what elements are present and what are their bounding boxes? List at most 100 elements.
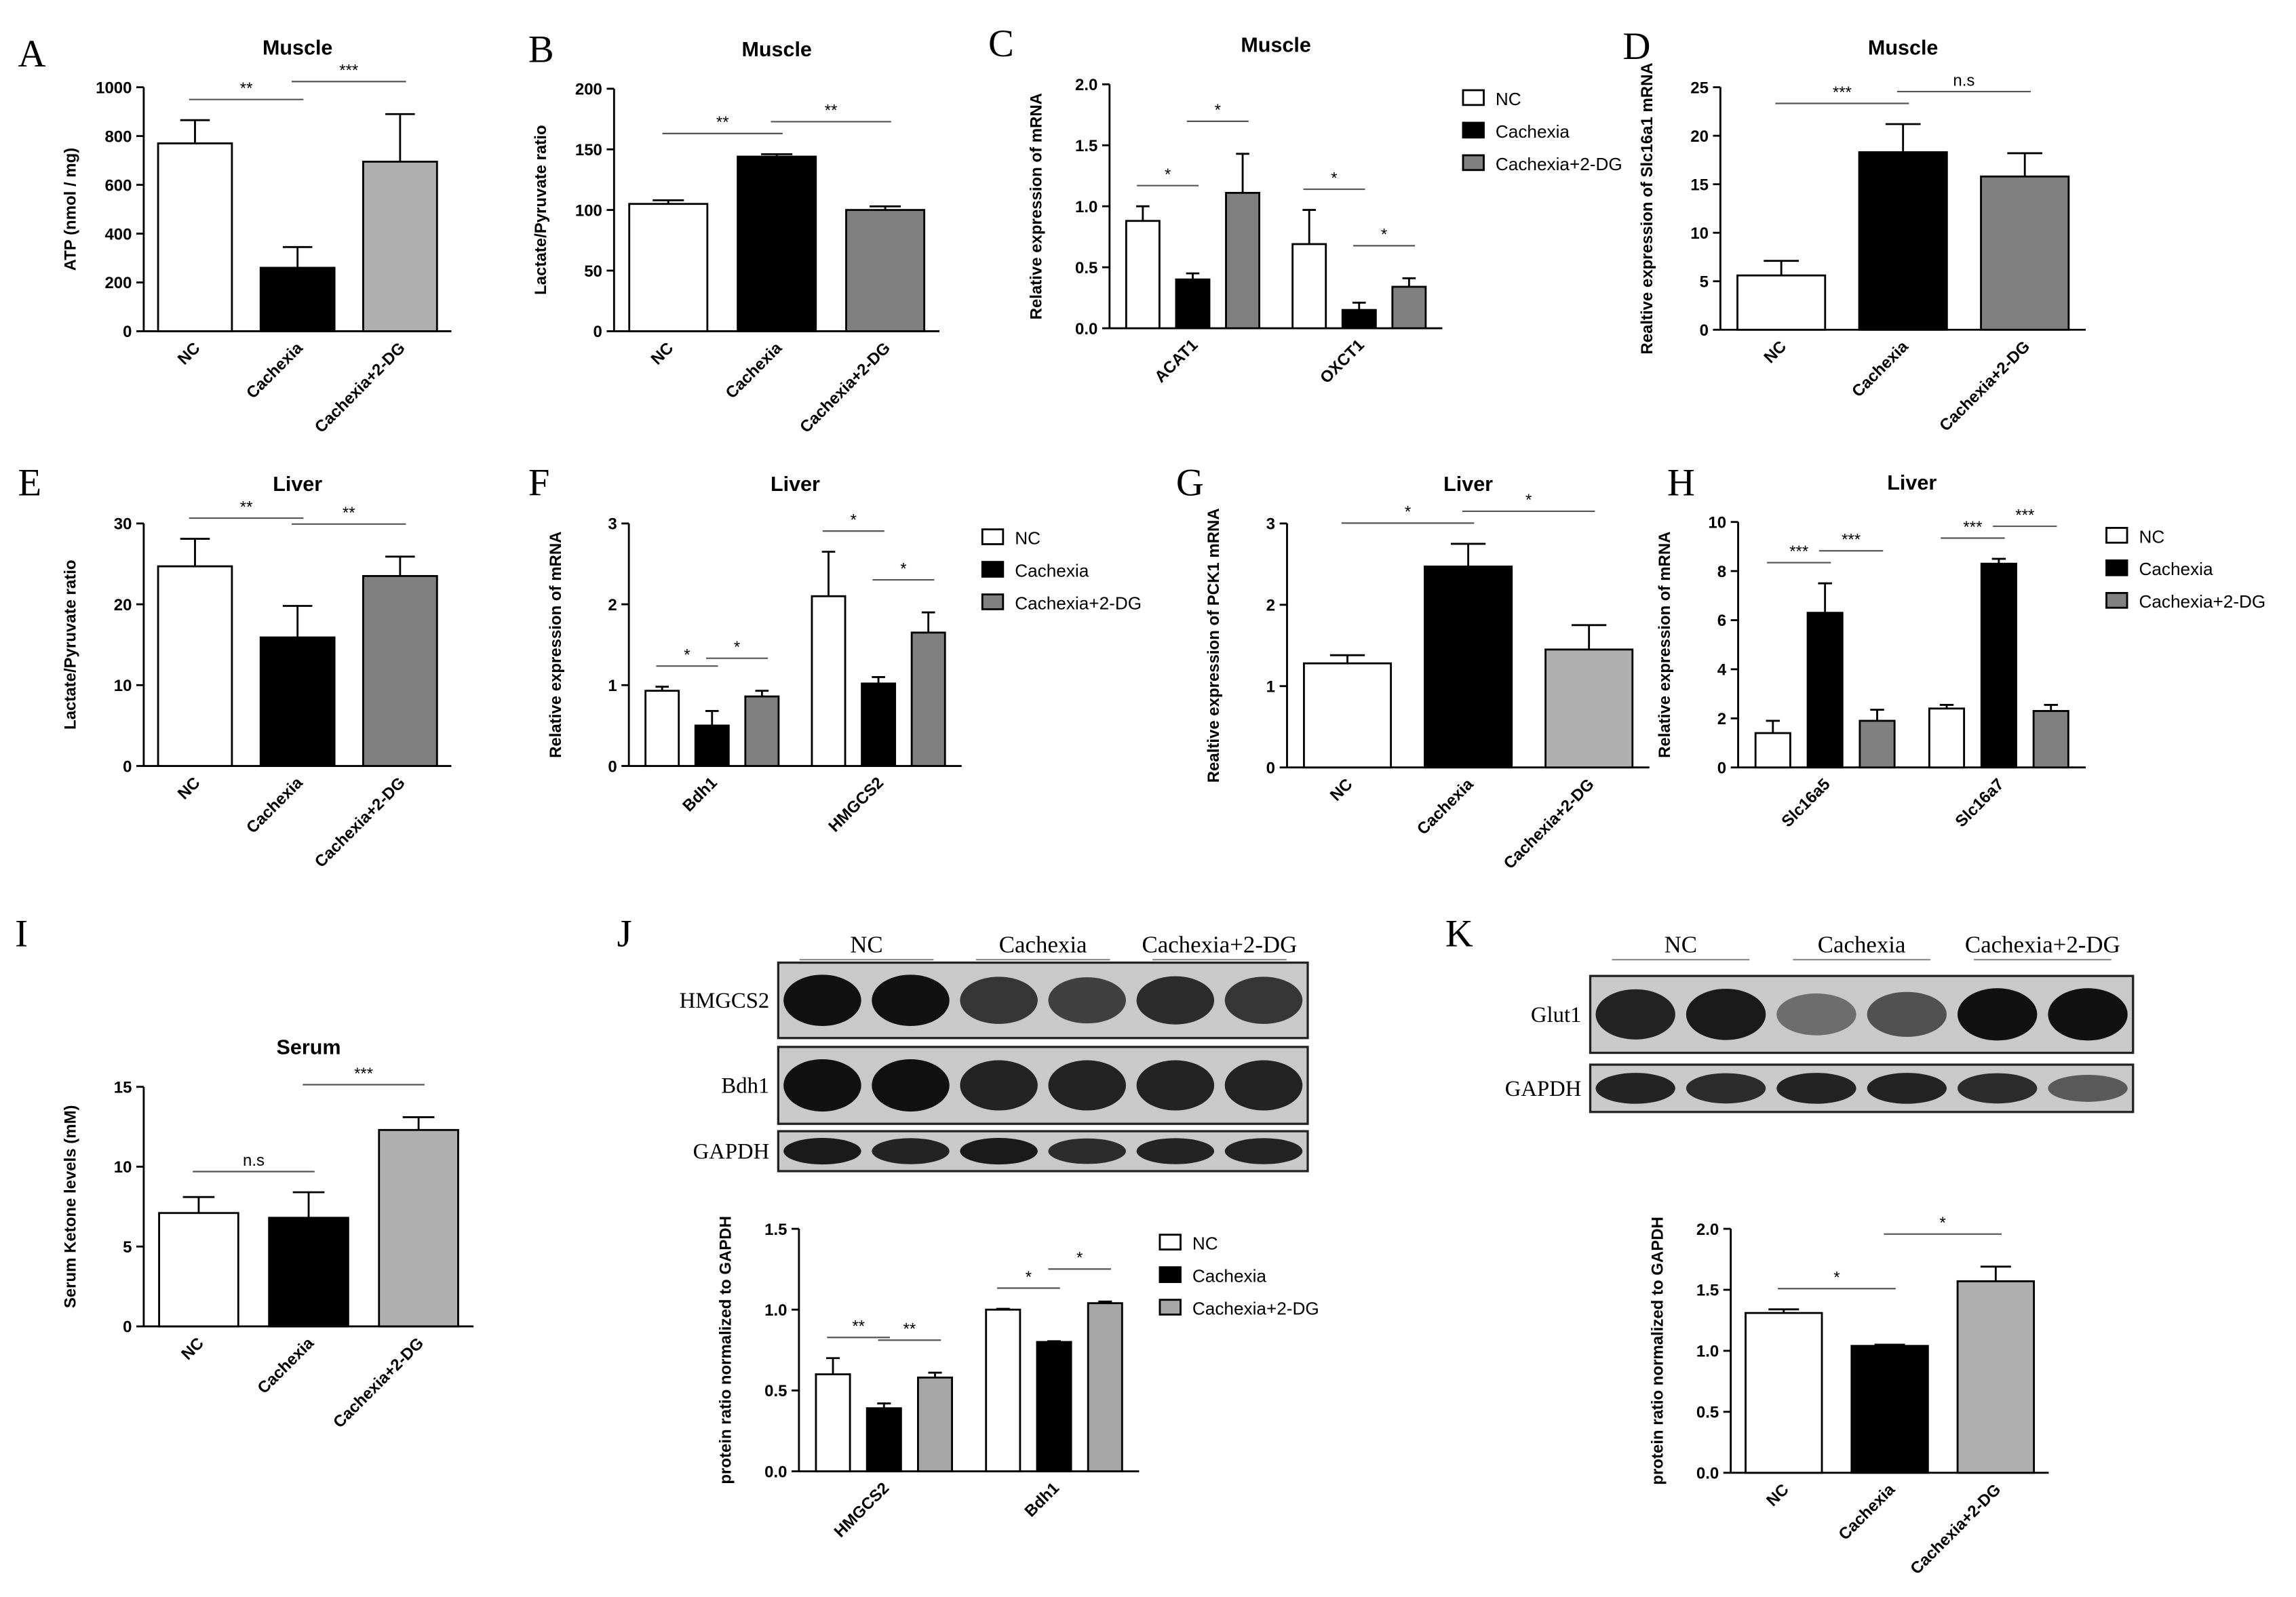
- error-bar: [1818, 582, 1832, 613]
- significance-label: *: [1165, 165, 1171, 184]
- blot-row-label: Bdh1: [721, 1073, 769, 1098]
- bar: [628, 203, 709, 332]
- panel-letter: F: [528, 461, 550, 504]
- panel-letter: G: [1176, 461, 1204, 504]
- bar: [1859, 719, 1896, 769]
- legend-swatch: [1462, 154, 1485, 172]
- blot-band: [2048, 988, 2128, 1041]
- y-tick-label: 2: [608, 596, 617, 614]
- x-tick-label: Cachexia+2-DG: [1936, 338, 2034, 435]
- panel: E Liver Lactate/Pyruvate ratio 0 10 20 30 NC Cac…: [18, 461, 452, 871]
- x-tick-label: HMGCS2: [831, 1479, 893, 1541]
- significance-label: *: [1215, 101, 1221, 119]
- bar: [1754, 732, 1791, 769]
- x-tick-label: Bdh1: [679, 774, 720, 815]
- x-tick-label: ACAT1: [1151, 336, 1201, 386]
- bar: [910, 631, 946, 767]
- bar: [157, 142, 233, 332]
- y-tick-label: 0.5: [1075, 259, 1097, 277]
- blot-band: [1048, 1060, 1126, 1111]
- bar: [1745, 1312, 1823, 1474]
- blot-band: [960, 977, 1038, 1024]
- error-bar: [1572, 624, 1607, 650]
- y-tick-label: 0: [123, 323, 132, 341]
- legend-label: NC: [1192, 1234, 1218, 1254]
- error-bar: [385, 113, 415, 162]
- y-tick-label: 30: [114, 515, 132, 534]
- blot-row-label: GAPDH: [693, 1139, 770, 1164]
- panel-letter: A: [18, 33, 46, 75]
- panel-letter: H: [1667, 461, 1695, 504]
- x-tick-label: NC: [648, 339, 678, 369]
- legend-label: Cachexia+2-DG: [2139, 591, 2265, 612]
- y-tick-label: 6: [1717, 612, 1726, 630]
- error-bar: [655, 686, 669, 691]
- y-tick-label: 2.0: [1075, 76, 1097, 94]
- bar: [1341, 309, 1377, 330]
- y-tick-label: 0.5: [1696, 1404, 1719, 1422]
- significance-label: *: [1833, 1269, 1840, 1287]
- blot-band: [1595, 989, 1675, 1040]
- blot-band: [783, 1059, 861, 1112]
- y-tick-label: 1.0: [1075, 198, 1097, 216]
- chart-title: Liver: [1887, 471, 1937, 494]
- legend-label: Cachexia+2-DG: [1496, 154, 1622, 174]
- legend-swatch: [1462, 89, 1485, 106]
- y-tick-label: 100: [575, 201, 602, 220]
- x-tick-label: Cachexia: [243, 773, 307, 837]
- western-blot: NC Cachexia Cachexia+2-DG Glut1 GAPDH: [1505, 931, 2135, 1113]
- y-tick-label: 15: [1690, 176, 1709, 194]
- legend-label: Cachexia: [2139, 559, 2213, 579]
- x-tick-label: NC: [1327, 775, 1357, 805]
- error-bar: [180, 119, 210, 144]
- blot-strip: [777, 961, 1309, 1040]
- error-bar: [921, 611, 935, 633]
- error-bar: [1352, 301, 1366, 311]
- blot-band: [1224, 1138, 1303, 1164]
- x-tick-label: Cachexia: [1835, 1480, 1899, 1544]
- y-tick-label: 0: [608, 757, 617, 776]
- legend-swatch: [1462, 121, 1485, 139]
- y-tick-label: 1: [608, 677, 617, 695]
- panel-letter: J: [617, 913, 632, 955]
- y-tick-label: 0.0: [1696, 1465, 1719, 1483]
- chart-title: Muscle: [262, 37, 332, 60]
- bar: [268, 1217, 349, 1328]
- error-bar: [2044, 703, 2058, 711]
- bar: [1544, 648, 1634, 769]
- chart-title: Liver: [771, 473, 820, 496]
- significance-label: **: [240, 79, 253, 98]
- blot-band: [1957, 988, 2038, 1041]
- y-tick-label: 0: [1266, 759, 1275, 777]
- legend-label: NC: [1496, 89, 1521, 109]
- y-tick-label: 1.0: [764, 1301, 787, 1320]
- error-bar: [761, 153, 793, 157]
- y-tick-label: 10: [1690, 224, 1709, 243]
- error-bar: [1885, 123, 1921, 153]
- error-bar: [1939, 703, 1954, 709]
- significance-label: **: [852, 1318, 865, 1336]
- legend-swatch: [2105, 559, 2128, 576]
- error-bar: [1870, 709, 1884, 721]
- y-tick-label: 0: [123, 757, 132, 776]
- blot-band: [1686, 1073, 1766, 1104]
- chart-title: Muscle: [741, 38, 811, 61]
- blot-group-label: NC: [1665, 931, 1697, 958]
- y-tick-label: 800: [104, 127, 132, 146]
- error-bar: [180, 538, 210, 567]
- y-tick-label: 600: [104, 176, 132, 195]
- bar: [1736, 274, 1827, 331]
- significance-label: ***: [339, 62, 358, 80]
- y-tick-label: 1.5: [1696, 1282, 1719, 1300]
- significance-label: *: [1381, 226, 1387, 244]
- bar: [1125, 220, 1161, 330]
- bar: [1225, 191, 1261, 330]
- bar: [362, 160, 438, 332]
- x-tick-label: Slc16a7: [1952, 775, 2008, 831]
- significance-label: **: [240, 498, 253, 516]
- x-tick-label: Cachexia+2-DG: [1907, 1480, 2004, 1578]
- error-bar: [385, 555, 415, 576]
- panel: F Liver Relative expression of mRNA 0 1 2 3 Bdh…: [528, 461, 1142, 835]
- blot-band: [1136, 1060, 1215, 1111]
- bar: [1850, 1345, 1929, 1474]
